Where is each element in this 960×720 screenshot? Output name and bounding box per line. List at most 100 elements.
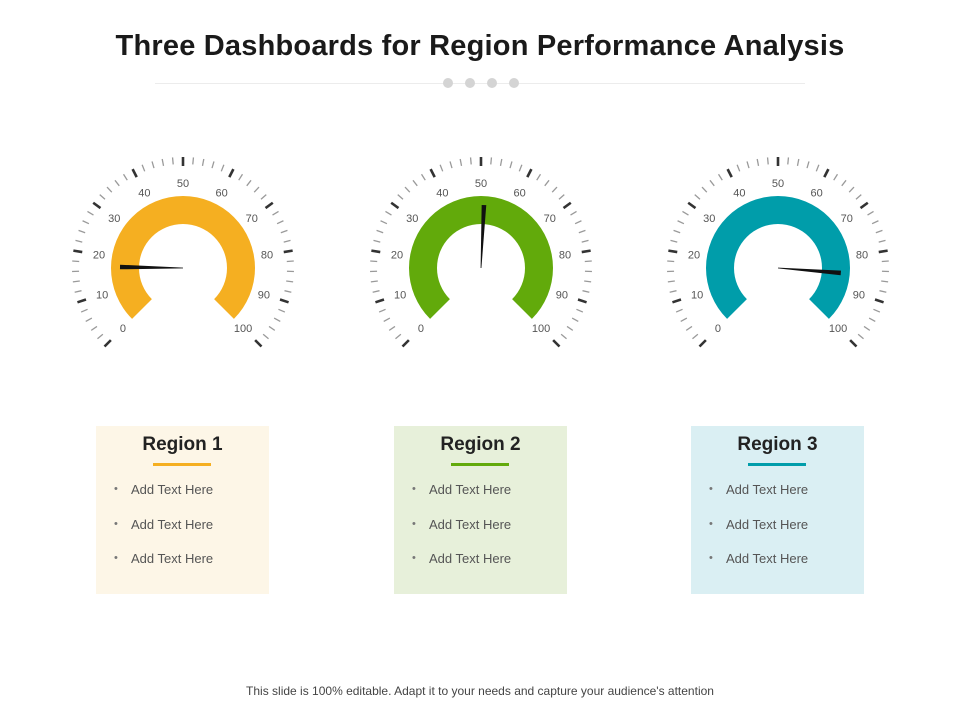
gauge-arc (111, 196, 255, 319)
minor-tick (286, 280, 294, 283)
bullet-icon: • (709, 483, 713, 495)
bullet-icon: • (114, 552, 118, 564)
tick-label: 20 (93, 250, 105, 262)
decor-dot (465, 78, 475, 88)
tick-label: 50 (772, 178, 784, 190)
major-tick (92, 201, 102, 210)
minor-tick (581, 239, 589, 243)
minor-tick (868, 317, 876, 323)
minor-tick (682, 210, 689, 216)
minor-tick (276, 220, 284, 225)
minor-tick (685, 325, 693, 331)
major-tick (668, 249, 678, 254)
minor-tick (871, 220, 879, 225)
page-title: Three Dashboards for Region Performance … (115, 30, 845, 62)
tick-label: 30 (108, 213, 120, 225)
tick-label: 90 (556, 289, 568, 301)
bullet-icon: • (412, 483, 416, 495)
list-item: • Add Text Here (394, 517, 567, 552)
minor-tick (74, 290, 82, 293)
region-1-underline (153, 463, 211, 466)
tick-label: 80 (856, 250, 868, 262)
title-divider (155, 83, 805, 84)
major-tick (823, 168, 830, 178)
minor-tick (449, 161, 453, 169)
footer-note: This slide is 100% editable. Adapt it to… (246, 684, 714, 698)
minor-tick (220, 164, 225, 172)
tick-label: 60 (215, 187, 227, 199)
minor-tick (385, 210, 392, 216)
major-tick (687, 201, 697, 210)
minor-tick (490, 157, 493, 165)
minor-tick (566, 325, 574, 331)
minor-tick (833, 173, 839, 181)
minor-tick (404, 186, 411, 193)
minor-tick (370, 280, 378, 283)
minor-tick (558, 194, 565, 200)
region-3-bullets: • Add Text Here • Add Text Here • Add Text … (691, 482, 864, 586)
minor-tick (815, 164, 820, 172)
major-tick (726, 168, 733, 178)
minor-tick (694, 194, 701, 200)
minor-tick (280, 229, 288, 234)
tick-label: 50 (475, 178, 487, 190)
minor-tick (875, 229, 883, 234)
tick-label: 50 (177, 178, 189, 190)
minor-tick (90, 325, 98, 331)
tick-label: 40 (138, 187, 150, 199)
major-tick (264, 201, 274, 210)
bullet-icon: • (114, 483, 118, 495)
bullet-text: Add Text Here (726, 551, 809, 566)
region-3-gauge: 0 10 20 30 40 50 60 70 80 90 100 (667, 157, 889, 348)
minor-tick (544, 179, 550, 187)
minor-tick (106, 186, 113, 193)
tick-label: 30 (703, 213, 715, 225)
minor-tick (796, 158, 800, 166)
minor-tick (151, 161, 155, 169)
major-tick (371, 249, 381, 254)
gauge-needle (119, 264, 184, 270)
major-tick (375, 298, 385, 304)
minor-tick (848, 186, 855, 193)
minor-tick (75, 239, 83, 243)
tick-label: 0 (120, 323, 126, 335)
major-tick (859, 201, 869, 210)
minor-tick (192, 157, 195, 165)
minor-tick (459, 158, 463, 166)
tick-label: 30 (406, 213, 418, 225)
gauge-arc (409, 196, 553, 319)
minor-tick (873, 308, 881, 313)
region-1-bullets: • Add Text Here • Add Text Here • Add Text … (96, 482, 269, 586)
minor-tick (262, 333, 269, 340)
decor-dot (443, 78, 453, 88)
region-3-card: Region 3 • Add Text Here • Add Text Here •… (691, 426, 864, 594)
list-item: • Add Text Here (96, 482, 269, 517)
bullet-icon: • (709, 517, 713, 530)
minor-tick (373, 239, 381, 243)
minor-tick (673, 229, 681, 234)
minor-tick (806, 161, 810, 169)
minor-tick (268, 325, 276, 331)
region-2-card: Region 2 • Add Text Here • Add Text Here •… (394, 426, 567, 594)
minor-tick (570, 210, 577, 216)
tick-label: 10 (691, 289, 703, 301)
minor-tick (372, 290, 380, 293)
region-3-title: Region 3 (737, 434, 818, 455)
region-1-card: Region 1 • Add Text Here • Add Text Here •… (96, 426, 269, 594)
major-tick (577, 298, 587, 304)
tick-label: 100 (829, 323, 847, 335)
minor-tick (141, 164, 146, 172)
gauge-arc (706, 196, 850, 319)
bullet-text: Add Text Here (429, 516, 512, 532)
bullet-text: Add Text Here (131, 482, 214, 497)
region-1-gauge: 0 10 20 30 40 50 60 70 80 90 100 (72, 157, 294, 348)
gauge-needle (480, 204, 487, 269)
decor-dot (509, 78, 519, 88)
minor-tick (171, 157, 174, 165)
tick-label: 70 (841, 213, 853, 225)
minor-tick (397, 194, 404, 200)
minor-tick (246, 179, 252, 187)
minor-tick (582, 290, 590, 293)
region-1-title: Region 1 (142, 434, 223, 455)
minor-tick (787, 157, 790, 165)
